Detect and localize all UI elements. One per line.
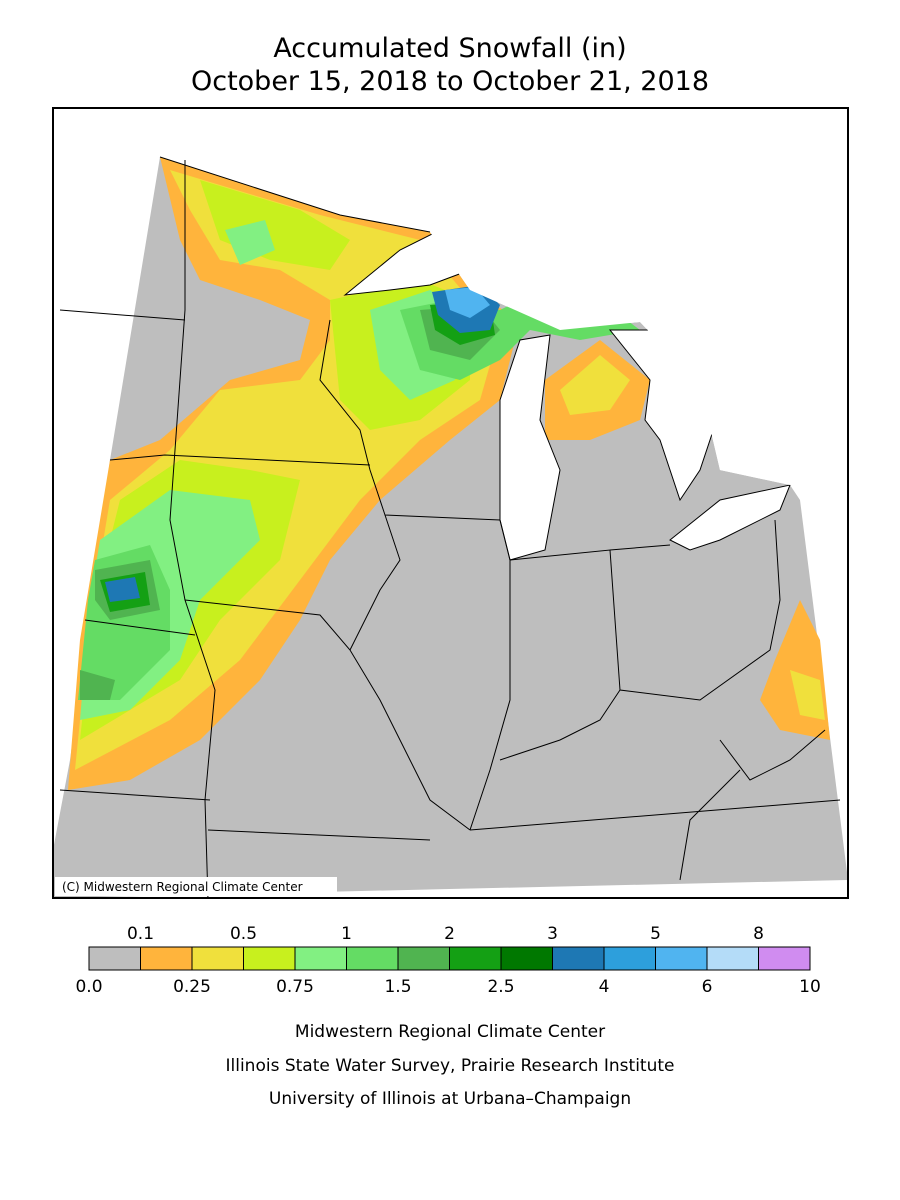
legend-swatch	[191, 946, 244, 971]
legend-label: 1	[341, 924, 352, 944]
legend-swatch	[706, 946, 759, 971]
copyright: (C) Midwestern Regional Climate Center	[62, 880, 303, 894]
copyright-box	[55, 877, 337, 896]
legend-label: 2	[444, 924, 455, 944]
legend-label: 0.75	[276, 977, 314, 997]
legend-label: 4	[599, 977, 610, 997]
legend-label: 0.25	[173, 977, 211, 997]
canada	[60, 110, 847, 485]
legend-label: 10	[799, 977, 821, 997]
lake-erie	[669, 484, 791, 551]
legend-label: 8	[753, 924, 764, 944]
map-title: Accumulated Snowfall (in)	[273, 33, 626, 64]
legend-label: 2.5	[487, 977, 514, 997]
legend-label: 0.1	[127, 924, 154, 944]
credit-line: Illinois State Water Survey, Prairie Res…	[226, 1056, 675, 1076]
legend-swatch	[346, 946, 399, 971]
snow-green2	[100, 300, 495, 612]
legend-swatch	[552, 946, 605, 971]
legend-swatch	[500, 946, 553, 971]
snow-green	[80, 220, 470, 720]
legend: 0.0 0.1 0.25 0.5 0.75 1 1.5 2 2.5 3 4 5 6 8 10	[75, 924, 820, 997]
legend-label: 3	[547, 924, 558, 944]
map-subtitle: October 15, 2018 to October 21, 2018	[191, 66, 709, 97]
snow-east-y	[790, 670, 825, 720]
legend-label: 0.5	[230, 924, 257, 944]
legend-swatch	[243, 946, 296, 971]
snow-mgreen	[78, 300, 640, 700]
legend-swatch	[140, 946, 193, 971]
snow-lblue	[445, 287, 490, 318]
credit-line: Midwestern Regional Climate Center	[295, 1022, 605, 1042]
map: (C) Midwestern Regional Climate Center	[52, 107, 849, 899]
credit-line: University of Illinois at Urbana–Champai…	[269, 1089, 631, 1109]
snow-mi-y	[560, 355, 630, 415]
state-lines	[59, 156, 841, 897]
legend-label: 6	[702, 977, 713, 997]
legend-swatch	[758, 946, 811, 971]
legend-swatch	[603, 946, 656, 971]
legend-swatch	[655, 946, 708, 971]
legend-label: 0.0	[75, 977, 102, 997]
legend-label: 1.5	[384, 977, 411, 997]
snow-dgreen	[80, 305, 500, 700]
legend-swatch	[88, 946, 141, 971]
legend-label: 5	[650, 924, 661, 944]
legend-swatch	[397, 946, 450, 971]
legend-swatch	[294, 946, 347, 971]
legend-swatch	[449, 946, 502, 971]
snow-blue	[105, 285, 500, 602]
